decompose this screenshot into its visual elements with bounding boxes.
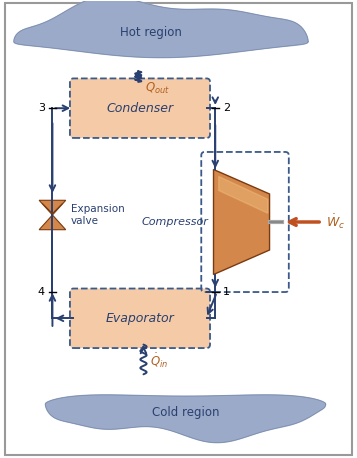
Text: Evaporator: Evaporator: [106, 312, 174, 325]
Text: Compressor: Compressor: [141, 217, 208, 227]
Text: $\dot{W}_c$: $\dot{W}_c$: [326, 213, 346, 231]
Text: $\dot{Q}_{out}$: $\dot{Q}_{out}$: [145, 78, 170, 97]
Text: Condenser: Condenser: [106, 102, 174, 114]
Polygon shape: [39, 200, 66, 215]
Text: Cold region: Cold region: [152, 406, 219, 420]
FancyBboxPatch shape: [70, 78, 210, 138]
Polygon shape: [45, 395, 326, 442]
Text: 3: 3: [38, 103, 45, 113]
Text: Hot region: Hot region: [120, 27, 181, 39]
FancyBboxPatch shape: [70, 289, 210, 348]
Text: 1: 1: [223, 287, 230, 297]
FancyBboxPatch shape: [5, 3, 352, 455]
Polygon shape: [14, 0, 308, 58]
Text: 4: 4: [37, 287, 45, 297]
Polygon shape: [219, 176, 268, 213]
Polygon shape: [213, 169, 270, 274]
Text: $\dot{Q}_{in}$: $\dot{Q}_{in}$: [150, 351, 168, 370]
Text: 2: 2: [223, 103, 230, 113]
Text: valve: valve: [71, 216, 99, 226]
Text: Expansion: Expansion: [71, 204, 124, 214]
Polygon shape: [39, 215, 66, 230]
